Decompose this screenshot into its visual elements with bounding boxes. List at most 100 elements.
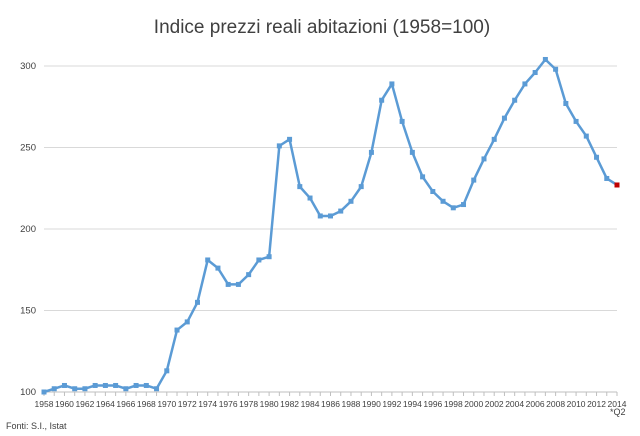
x-tick-label: 1976 <box>219 399 238 409</box>
x-tick-label: 2010 <box>567 399 586 409</box>
data-point <box>358 184 364 190</box>
data-point <box>553 66 559 72</box>
series-layer <box>41 56 620 395</box>
data-point <box>430 189 436 195</box>
data-point <box>573 118 579 124</box>
data-point <box>348 198 354 204</box>
x-tick-label: 1990 <box>362 399 381 409</box>
y-tick-label: 100 <box>20 387 36 398</box>
data-point <box>246 272 252 278</box>
data-point <box>184 319 190 325</box>
data-point <box>276 143 282 149</box>
data-point <box>266 254 272 260</box>
data-point <box>542 56 548 62</box>
chart-title: Indice prezzi reali abitazioni (1958=100… <box>154 17 490 38</box>
data-point <box>92 382 98 388</box>
x-tick-label: 2006 <box>526 399 545 409</box>
data-point <box>440 198 446 204</box>
data-point <box>604 175 610 181</box>
data-point <box>450 205 456 211</box>
data-point <box>420 174 426 180</box>
data-point <box>225 281 231 287</box>
x-tick-label: 1972 <box>178 399 197 409</box>
data-point <box>307 195 313 201</box>
x-tick-label: 1988 <box>342 399 361 409</box>
data-point <box>215 265 221 271</box>
x-tick-label: 1960 <box>55 399 74 409</box>
data-point <box>205 257 211 263</box>
x-axis: 1958 1960 1962 1964 1966 1968 1970 1972 1974 1976… <box>35 391 627 409</box>
data-point <box>297 184 303 190</box>
data-point <box>471 177 477 183</box>
data-point <box>72 386 78 392</box>
y-tick-label: 300 <box>20 61 36 72</box>
x-tick-note: *Q2 <box>610 407 626 417</box>
data-point <box>143 382 149 388</box>
data-point <box>594 154 600 160</box>
data-point <box>338 208 344 214</box>
x-tick-label: 1996 <box>423 399 442 409</box>
x-tick-label: 1968 <box>137 399 156 409</box>
y-tick-label: 150 <box>20 306 36 317</box>
y-tick-label: 200 <box>20 224 36 235</box>
data-point <box>194 299 200 305</box>
x-tick-label: 1982 <box>280 399 299 409</box>
data-point <box>256 257 262 263</box>
data-point <box>235 281 241 287</box>
data-point <box>491 136 497 142</box>
data-point <box>133 382 139 388</box>
data-point <box>481 156 487 162</box>
data-point <box>317 213 323 219</box>
data-point <box>368 149 374 155</box>
source-note: Fonti: S.I., Istat <box>6 421 67 431</box>
data-point <box>522 81 528 87</box>
x-tick-label: 1958 <box>35 399 54 409</box>
x-tick-label: 1962 <box>75 399 94 409</box>
data-point <box>563 100 569 106</box>
data-point <box>174 327 180 333</box>
data-point <box>461 202 467 208</box>
data-point <box>123 386 129 392</box>
x-tick-label: 2012 <box>587 399 606 409</box>
data-point <box>113 382 119 388</box>
data-point <box>328 213 333 219</box>
x-tick-label: 1970 <box>157 399 176 409</box>
x-tick-label: 1984 <box>301 399 320 409</box>
x-tick-label: 2002 <box>485 399 504 409</box>
data-point <box>287 136 293 142</box>
y-tick-label: 250 <box>20 143 36 154</box>
data-point <box>102 382 108 388</box>
x-tick-label: 1994 <box>403 399 422 409</box>
x-tick-label: 2004 <box>505 399 524 409</box>
x-tick-label: 1980 <box>260 399 279 409</box>
data-point <box>164 368 170 374</box>
x-tick-label: 1974 <box>198 399 217 409</box>
data-point <box>61 382 67 388</box>
x-tick-label: 1992 <box>382 399 401 409</box>
y-axis: 100 150 200 250 300 <box>20 61 36 398</box>
x-tick-label: 2000 <box>464 399 483 409</box>
grid-lines <box>44 65 617 311</box>
data-point <box>379 97 385 103</box>
x-tick-label: 1978 <box>239 399 258 409</box>
data-point <box>583 133 589 139</box>
x-tick-label: 2008 <box>546 399 565 409</box>
data-point <box>389 81 395 87</box>
x-tick-label: 1998 <box>444 399 463 409</box>
last-data-point <box>614 182 620 188</box>
data-point <box>82 386 88 392</box>
x-tick-label: 1966 <box>116 399 135 409</box>
data-point <box>532 70 538 76</box>
x-tick-label: 2014 <box>608 399 627 409</box>
data-point <box>512 97 518 103</box>
data-point <box>399 118 405 124</box>
data-point <box>154 386 160 392</box>
series-line <box>43 58 618 394</box>
data-point <box>501 115 507 121</box>
x-tick-label: 1964 <box>96 399 115 409</box>
data-point <box>51 386 57 392</box>
x-tick-label: 1986 <box>321 399 340 409</box>
data-point <box>409 149 415 155</box>
